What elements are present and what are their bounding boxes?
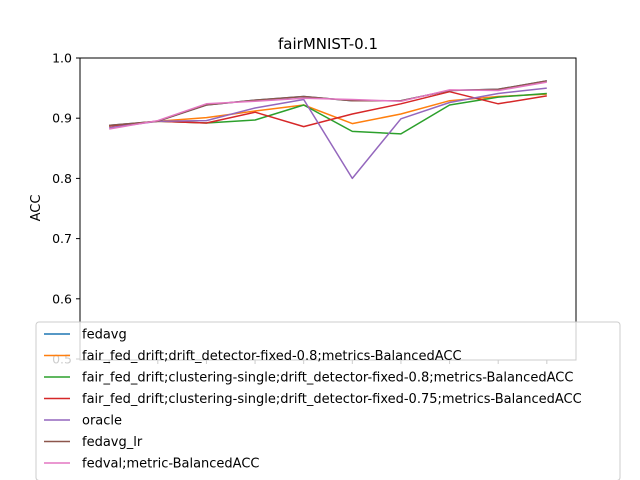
legend-box xyxy=(35,321,621,480)
legend-entry-label: fair_fed_drift;clustering-single;drift_d… xyxy=(82,371,573,386)
y-tick-label: 0.6 xyxy=(52,291,72,306)
y-tick-label: 0.7 xyxy=(52,231,72,246)
y-axis: 0.50.60.70.80.91.0 xyxy=(52,51,80,367)
legend-entry-label: fair_fed_drift;clustering-single;drift_d… xyxy=(82,392,582,407)
legend-entry-label: fedavg xyxy=(82,328,127,343)
legend-entry-label: fedavg_lr xyxy=(82,435,143,450)
legend-entry-label: oracle xyxy=(82,414,122,429)
y-tick-label: 1.0 xyxy=(52,51,72,66)
legend: fedavg fair_fed_drift;drift_detector-fixe… xyxy=(35,321,621,480)
y-axis-label: ACC xyxy=(29,195,44,222)
chart-title: fairMNIST-0.1 xyxy=(278,35,378,53)
legend-entry-label: fedval;metric-BalancedACC xyxy=(82,457,260,472)
y-tick-label: 0.9 xyxy=(52,111,72,126)
series-lines xyxy=(109,80,547,180)
y-tick-label: 0.8 xyxy=(52,171,72,186)
legend-entry-label: fair_fed_drift;drift_detector-fixed-0.8;… xyxy=(82,349,462,364)
series-line-fedval-metric-balancedacc xyxy=(109,81,547,130)
series-line-oracle xyxy=(109,87,547,180)
